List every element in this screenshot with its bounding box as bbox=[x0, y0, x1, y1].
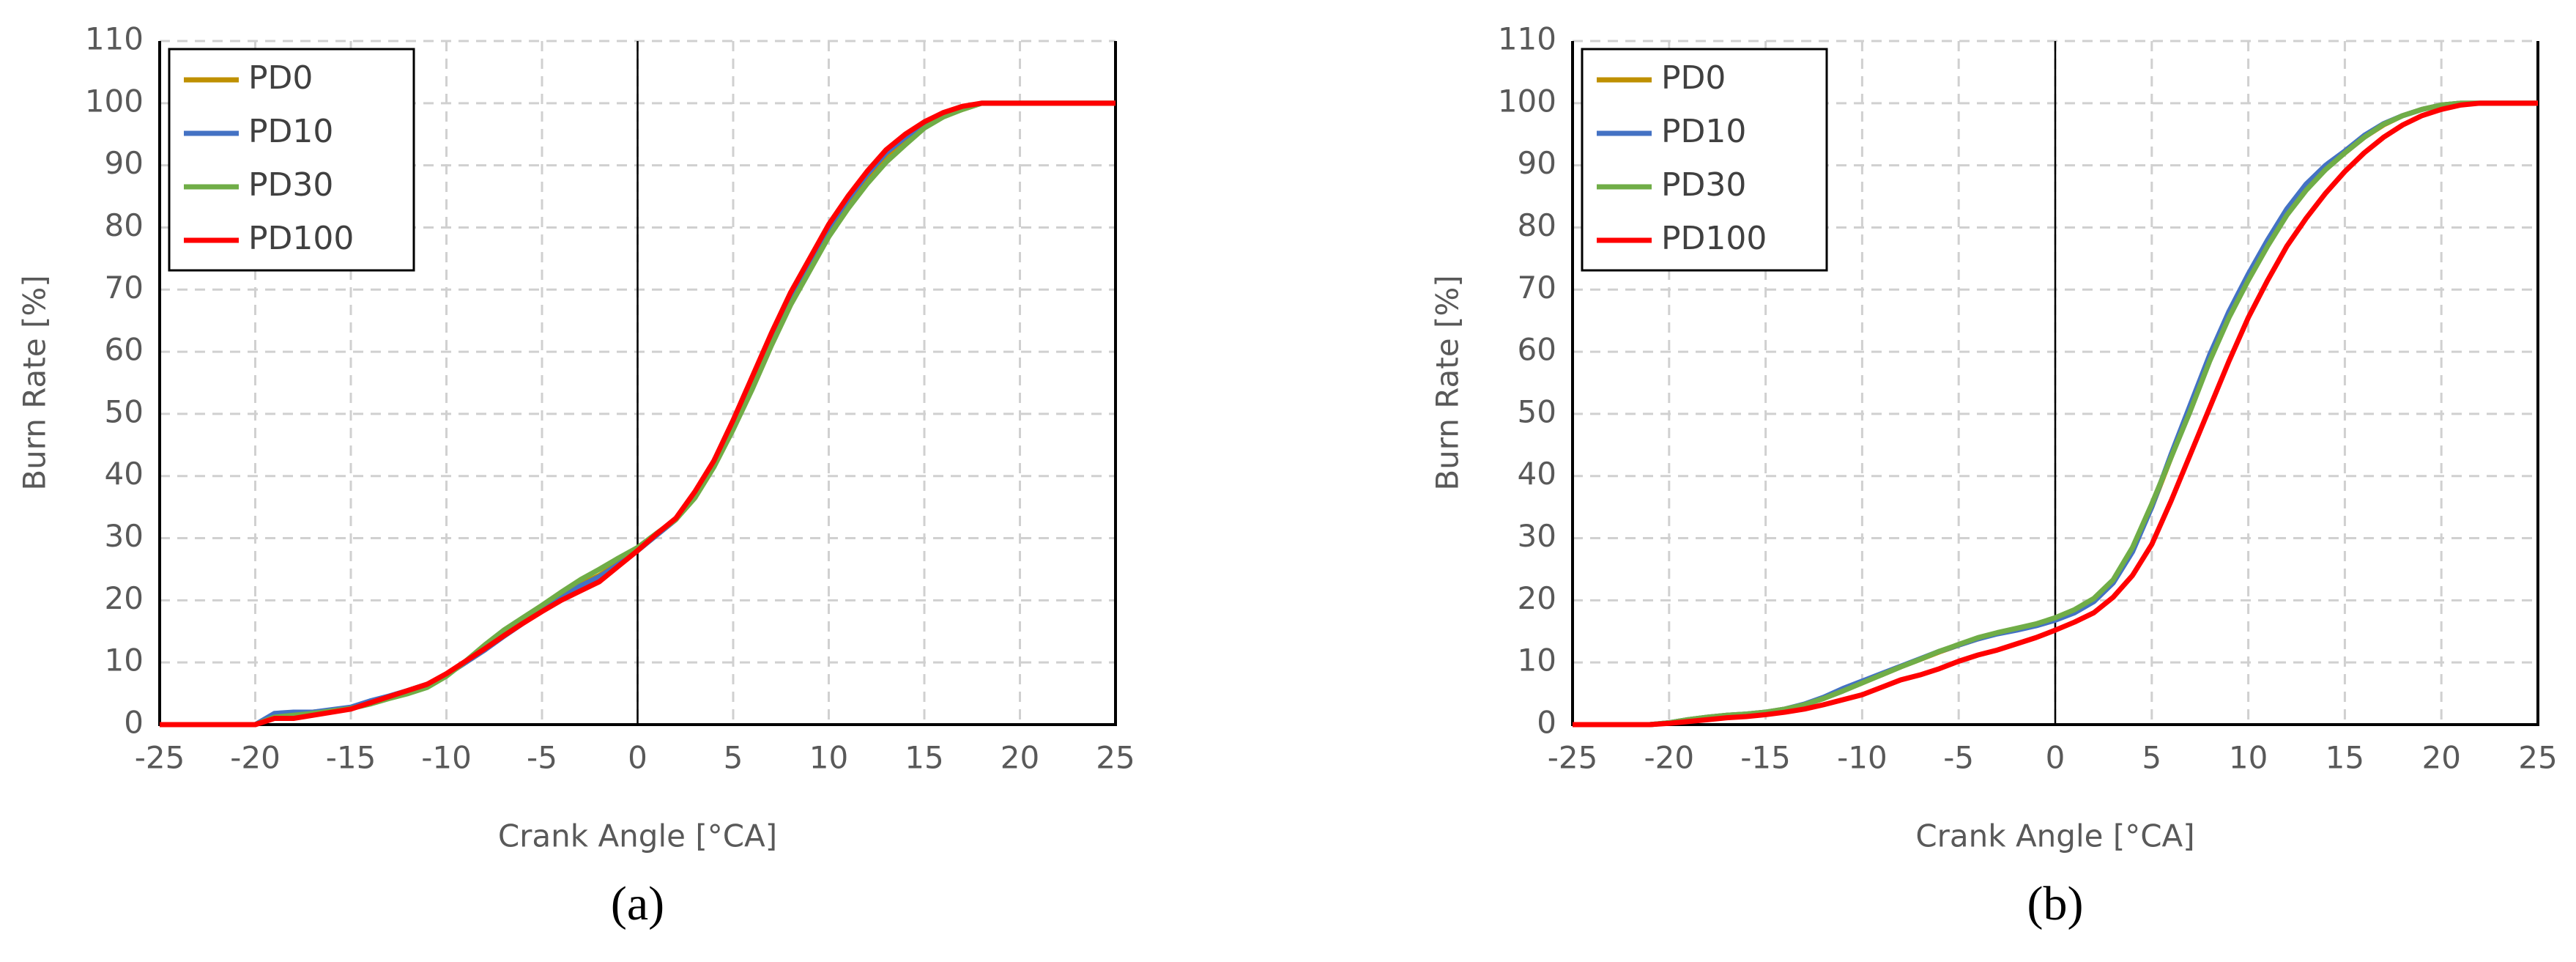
x-tick-label: -25 bbox=[135, 740, 185, 776]
legend-label: PD100 bbox=[1661, 220, 1767, 257]
y-tick-label: 0 bbox=[1537, 705, 1556, 741]
x-tick-label: -25 bbox=[1548, 740, 1598, 776]
x-tick-label: 10 bbox=[2229, 740, 2268, 776]
y-tick-label: 10 bbox=[1518, 643, 1556, 678]
x-axis-title: Crank Angle [°CA] bbox=[498, 818, 777, 854]
x-tick-label: 5 bbox=[724, 740, 743, 776]
x-tick-label: 20 bbox=[1001, 740, 1039, 776]
y-axis-title: Burn Rate [%] bbox=[1430, 275, 1466, 490]
x-tick-label: 15 bbox=[2326, 740, 2364, 776]
legend-label: PD100 bbox=[248, 220, 354, 257]
x-tick-label: -15 bbox=[326, 740, 376, 776]
series-line bbox=[160, 100, 1116, 728]
x-tick-label: -20 bbox=[230, 740, 281, 776]
x-tick-label: 25 bbox=[1096, 740, 1135, 776]
x-tick-label: -15 bbox=[1740, 740, 1791, 776]
plot-frame bbox=[158, 41, 1117, 726]
y-tick-label: 60 bbox=[105, 332, 144, 368]
x-tick-label: 5 bbox=[2142, 740, 2161, 776]
x-axis-title: Crank Angle [°CA] bbox=[1915, 818, 2194, 854]
y-tick-label: 70 bbox=[1518, 270, 1556, 306]
x-tick-label: -5 bbox=[1943, 740, 1974, 776]
legend-box bbox=[1581, 48, 1828, 272]
y-tick-label: 20 bbox=[105, 580, 144, 616]
y-tick-label: 30 bbox=[1518, 518, 1556, 554]
y-tick-label: 80 bbox=[105, 207, 144, 243]
legend-label: PD10 bbox=[248, 113, 333, 150]
y-tick-label: 0 bbox=[124, 705, 144, 741]
x-tick-label: 0 bbox=[628, 740, 647, 776]
y-tick-label: 90 bbox=[105, 145, 144, 181]
x-tick-label: 20 bbox=[2421, 740, 2460, 776]
y-tick-label: 110 bbox=[85, 21, 144, 57]
legend-label: PD0 bbox=[1661, 59, 1726, 97]
y-tick-label: 40 bbox=[105, 456, 144, 492]
x-tick-label: -5 bbox=[527, 740, 557, 776]
x-tick-label: 0 bbox=[2046, 740, 2065, 776]
x-tick-label: -20 bbox=[1644, 740, 1694, 776]
legend-label: PD30 bbox=[248, 166, 333, 204]
caption: (b) bbox=[2027, 877, 2084, 930]
x-tick-label: 25 bbox=[2518, 740, 2557, 776]
y-tick-label: 50 bbox=[1518, 393, 1556, 429]
legend-label: PD30 bbox=[1661, 166, 1746, 204]
y-tick-label: 80 bbox=[1518, 207, 1556, 243]
legend-label: PD0 bbox=[248, 59, 313, 97]
y-tick-label: 100 bbox=[1498, 83, 1556, 119]
y-tick-label: 40 bbox=[1518, 456, 1556, 492]
legend-box bbox=[168, 48, 415, 272]
y-tick-label: 10 bbox=[105, 643, 144, 678]
caption: (a) bbox=[611, 877, 664, 930]
y-tick-label: 70 bbox=[105, 270, 144, 306]
y-tick-label: 110 bbox=[1498, 21, 1556, 57]
y-tick-label: 50 bbox=[105, 393, 144, 429]
y-tick-label: 20 bbox=[1518, 580, 1556, 616]
legend-label: PD10 bbox=[1661, 113, 1746, 150]
x-tick-label: -10 bbox=[1837, 740, 1888, 776]
x-tick-label: 15 bbox=[905, 740, 943, 776]
x-tick-label: 10 bbox=[809, 740, 848, 776]
y-tick-label: 100 bbox=[85, 83, 144, 119]
x-tick-label: -10 bbox=[421, 740, 472, 776]
y-axis-title: Burn Rate [%] bbox=[17, 275, 53, 490]
y-tick-label: 90 bbox=[1518, 145, 1556, 181]
series-line bbox=[1573, 100, 2538, 728]
y-tick-label: 60 bbox=[1518, 332, 1556, 368]
plot-frame bbox=[1571, 41, 2539, 726]
y-tick-label: 30 bbox=[105, 518, 144, 554]
